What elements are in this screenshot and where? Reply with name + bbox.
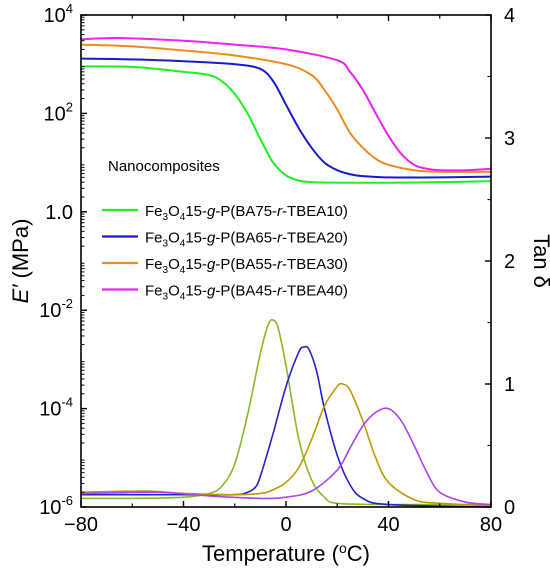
tan-delta-line-1 [80,318,492,506]
y-right-tick-label: 3 [504,128,515,150]
y-left-tick-label: 104 [44,1,73,27]
y-left-tick-label: 10-6 [39,493,73,519]
storage-modulus-series-layer [80,37,492,184]
y-left-tick-label: 10-2 [39,296,73,322]
x-tick-label: 80 [480,514,502,536]
x-tick-label: 0 [280,514,291,536]
y-left-tick-label: 102 [44,99,73,125]
y-right-tick-label: 2 [504,251,515,273]
tan-delta-line-2 [80,345,492,508]
y-left-tick-label: 1.0 [45,202,73,224]
storage-modulus-line-1 [80,65,492,184]
legend-label-4: Fe3O415-g-P(BA45-r-TBEA40) [145,283,348,303]
y-right-tick-label: 0 [504,497,515,519]
legend-label-3: Fe3O415-g-P(BA55-r-TBEA30) [145,256,348,276]
legend: Nanocomposites Fe3O415-g-P(BA75-r-TBEA10)… [102,158,348,303]
legend-label-2: Fe3O415-g-P(BA65-r-TBEA20) [145,230,348,250]
y-left-axis-label: E′ (MPa) [8,219,33,304]
x-tick-label: −40 [167,514,201,536]
legend-title: Nanocomposites [108,158,220,175]
x-axis-label: Temperature (oC) [202,540,370,566]
tan-delta-line-4 [80,407,492,506]
legend-label-1: Fe3O415-g-P(BA75-r-TBEA10) [145,203,348,223]
storage-modulus-line-3 [80,43,492,173]
y-right-axis-label: Tan δ [529,234,550,288]
x-tick-label: −80 [64,514,98,536]
tan-delta-line-3 [80,382,492,507]
x-tick-label: 40 [377,514,399,536]
storage-modulus-line-4 [80,37,492,172]
y-right-tick-label: 1 [504,374,515,396]
y-right-tick-label: 4 [504,5,515,27]
tan-delta-series-layer [80,318,492,508]
y-left-tick-label: 10-4 [39,395,73,421]
storage-modulus-line-2 [80,57,492,179]
